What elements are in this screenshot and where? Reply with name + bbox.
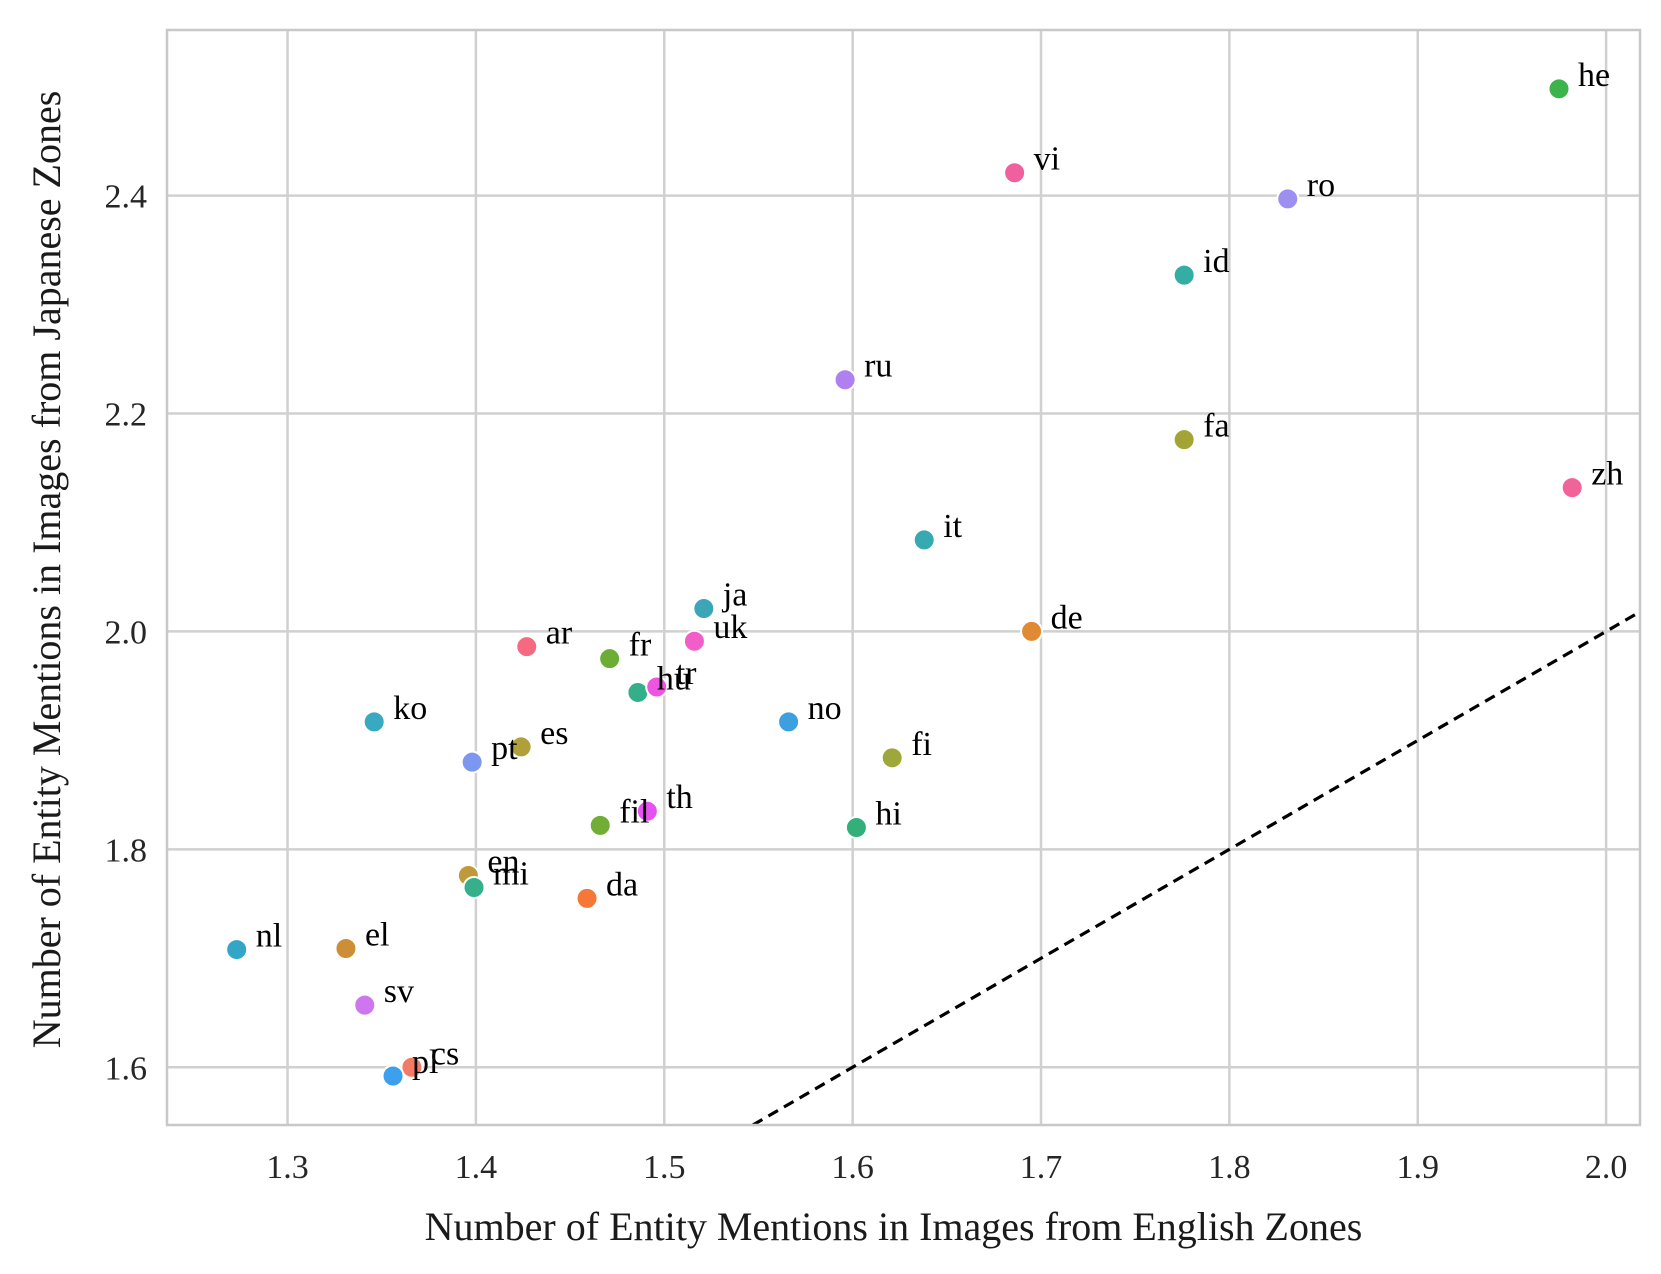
- point-label-da: da: [606, 866, 638, 903]
- data-point-vi: [1003, 161, 1027, 185]
- data-point-da: [575, 886, 599, 910]
- y-tick-label: 1.6: [105, 1050, 148, 1087]
- data-point-nl: [225, 938, 249, 962]
- x-tick-label: 1.9: [1396, 1149, 1439, 1186]
- point-label-ru: ru: [864, 348, 892, 385]
- data-point-ar: [515, 635, 539, 659]
- data-point-fr: [598, 647, 622, 671]
- point-label-th: th: [666, 779, 692, 816]
- plot-frame: [165, 28, 1642, 1127]
- y-axis-label: Number of Entity Mentions in Images from…: [24, 91, 69, 1049]
- data-point-fil: [588, 813, 612, 837]
- y-tick-label: 2.0: [105, 614, 148, 651]
- data-point-es: [509, 735, 533, 759]
- data-point-no: [777, 710, 801, 734]
- data-point-fa: [1172, 428, 1196, 452]
- point-label-sv: sv: [384, 973, 414, 1010]
- x-axis-label: Number of Entity Mentions in Images from…: [425, 1204, 1363, 1249]
- point-label-fi: fi: [911, 726, 932, 763]
- data-point-he: [1547, 77, 1571, 101]
- x-tick-label: 1.4: [455, 1149, 498, 1186]
- y-tick-label: 1.8: [105, 832, 148, 869]
- point-label-uk: uk: [713, 609, 747, 646]
- x-tick-label: 1.6: [831, 1149, 874, 1186]
- data-point-uk: [682, 629, 706, 653]
- reference-line-layer: [752, 610, 1641, 1127]
- data-point-ja: [692, 597, 716, 621]
- data-point-id: [1172, 263, 1196, 287]
- point-label-zh: zh: [1591, 456, 1623, 493]
- x-tick-label: 1.8: [1208, 1149, 1251, 1186]
- point-label-hi: hi: [875, 796, 901, 833]
- point-label-cs: cs: [431, 1035, 459, 1072]
- point-label-hu: hu: [657, 660, 691, 697]
- point-label-id: id: [1203, 243, 1229, 280]
- point-label-nl: nl: [256, 918, 282, 955]
- point-label-ar: ar: [546, 615, 573, 652]
- data-points: [225, 77, 1584, 1088]
- x-tick-label: 2.0: [1585, 1149, 1628, 1186]
- point-label-tr: tr: [676, 655, 697, 692]
- point-label-pt: pt: [491, 730, 518, 767]
- reference-line: [752, 610, 1641, 1127]
- grid-lines: [167, 30, 1640, 1125]
- y-tick-label: 2.4: [105, 179, 148, 216]
- data-point-sv: [353, 993, 377, 1017]
- data-point-de: [1020, 619, 1044, 643]
- data-point-it: [912, 528, 936, 552]
- point-label-el: el: [365, 916, 390, 953]
- data-point-ru: [833, 368, 857, 392]
- point-label-he: he: [1578, 57, 1610, 94]
- point-label-mi: mi: [493, 855, 529, 892]
- point-label-ko: ko: [393, 690, 427, 727]
- data-point-cs: [400, 1055, 424, 1079]
- data-point-hu: [626, 680, 650, 704]
- point-label-vi: vi: [1034, 141, 1060, 178]
- point-label-pl: pl: [412, 1044, 438, 1081]
- data-point-ko: [362, 710, 386, 734]
- data-point-hi: [844, 816, 868, 840]
- y-tick-labels: 1.6 1.8 2.0 2.2 2.4: [105, 179, 148, 1088]
- data-point-el: [334, 936, 358, 960]
- point-label-fr: fr: [629, 627, 652, 664]
- x-tick-labels: 1.3 1.4 1.5 1.6 1.7 1.8 1.9 2.0: [266, 1149, 1627, 1186]
- y-tick-label: 2.2: [105, 397, 148, 434]
- data-point-th: [635, 799, 659, 823]
- data-point-pl: [381, 1064, 405, 1088]
- x-tick-label: 1.5: [643, 1149, 686, 1186]
- point-label-ro: ro: [1307, 167, 1335, 204]
- point-label-fil: fil: [619, 793, 649, 830]
- data-point-tr: [645, 675, 669, 699]
- point-label-ja: ja: [722, 577, 748, 614]
- data-point-mi: [462, 875, 486, 899]
- point-label-de: de: [1051, 599, 1083, 636]
- point-label-no: no: [808, 690, 842, 727]
- x-tick-label: 1.3: [266, 1149, 309, 1186]
- data-point-pt: [460, 750, 484, 774]
- data-point-ro: [1276, 187, 1300, 211]
- data-point-fi: [880, 746, 904, 770]
- point-label-fa: fa: [1203, 408, 1229, 445]
- x-tick-label: 1.7: [1020, 1149, 1063, 1186]
- point-label-it: it: [943, 508, 962, 545]
- point-label-en: en: [487, 843, 519, 880]
- point-label-es: es: [540, 715, 568, 752]
- data-point-zh: [1560, 476, 1584, 500]
